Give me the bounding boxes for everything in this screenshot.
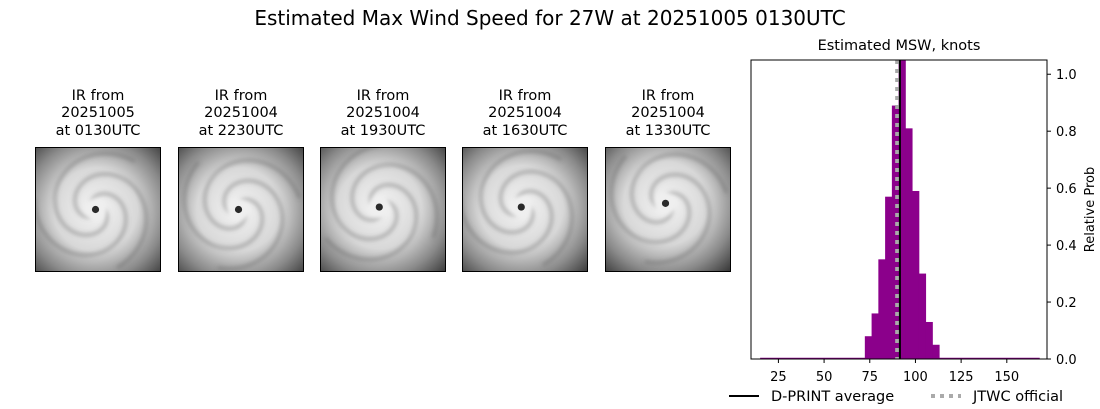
- histogram-bar: [885, 196, 893, 359]
- ir-caption-line: IR from: [214, 88, 268, 104]
- y-tick-label: 0.6: [1056, 182, 1077, 197]
- ir-spiral-bands: [463, 149, 574, 267]
- figure-title: Estimated Max Wind Speed for 27W at 2025…: [254, 6, 846, 30]
- ir-caption-date: 20251005: [61, 105, 135, 122]
- ir-eye: [517, 203, 525, 211]
- ir-caption-time: at 2230UTC: [198, 122, 284, 139]
- ir-panel-3: IR from 20251004 at 1930UTC: [320, 88, 446, 272]
- chart-legend: D-PRINT average JTWC official: [729, 389, 1063, 405]
- ir-panel-2: IR from 20251004 at 2230UTC: [178, 88, 304, 272]
- ir-satellite-image: [178, 147, 304, 272]
- histogram-bar: [912, 190, 920, 359]
- ir-caption-date: 20251004: [488, 105, 562, 122]
- histogram-bars: [864, 60, 940, 359]
- plot-frame: [750, 59, 1048, 360]
- histogram-bar: [898, 60, 906, 359]
- ir-eye: [91, 205, 100, 214]
- ir-caption-time: at 1930UTC: [340, 122, 426, 139]
- ir-spiral-bands: [36, 151, 148, 269]
- x-tick-label: 25: [770, 370, 787, 385]
- ir-panel-5: IR from 20251004 at 1330UTC: [605, 88, 731, 272]
- y-tick-label: 0.2: [1056, 296, 1077, 311]
- histogram-bar: [925, 321, 933, 359]
- ir-caption: IR from 20251004 at 1930UTC: [320, 88, 446, 144]
- ir-caption-line: IR from: [641, 88, 695, 104]
- y-tick-label: 1.0: [1056, 68, 1077, 83]
- ir-caption: IR from 20251004 at 1630UTC: [462, 88, 588, 144]
- ir-spiral-bands: [182, 158, 301, 271]
- ir-caption-date: 20251004: [631, 105, 705, 122]
- ir-satellite-image: [462, 147, 588, 272]
- ir-caption-date: 20251004: [346, 105, 420, 122]
- chart-title: Estimated MSW, knots: [818, 38, 981, 54]
- ir-eye: [375, 203, 383, 211]
- histogram-bar: [871, 313, 879, 359]
- legend-jtwc-label: JTWC official: [972, 389, 1063, 405]
- ir-satellite-image: [320, 147, 446, 272]
- ir-satellite-image: [605, 147, 731, 272]
- x-tick-label: 150: [994, 370, 1019, 385]
- ir-eye: [661, 199, 670, 207]
- ir-caption: IR from 20251004 at 2230UTC: [178, 88, 304, 144]
- ir-caption-time: at 0130UTC: [55, 122, 141, 139]
- y-tick-label: 0.8: [1056, 125, 1077, 140]
- x-tick-label: 50: [816, 370, 833, 385]
- y-tick-label: 0.4: [1056, 239, 1077, 254]
- ir-caption-date: 20251004: [204, 105, 278, 122]
- ir-caption-time: at 1330UTC: [625, 122, 711, 139]
- ir-spiral-bands: [324, 148, 439, 262]
- x-tick-label: 75: [861, 370, 878, 385]
- ir-caption-line: IR from: [71, 88, 125, 104]
- ir-spiral-bands: [609, 152, 729, 265]
- histogram-bar: [905, 128, 913, 359]
- ir-satellite-image: [35, 147, 161, 272]
- ir-panel-1: IR from 20251005 at 0130UTC: [35, 88, 161, 272]
- ir-caption-line: IR from: [498, 88, 552, 104]
- ir-caption-line: IR from: [356, 88, 410, 104]
- ir-panel-4: IR from 20251004 at 1630UTC: [462, 88, 588, 272]
- histogram-bar: [918, 273, 927, 359]
- ir-caption: IR from 20251004 at 1330UTC: [605, 88, 731, 144]
- legend-dprint-label: D-PRINT average: [771, 389, 894, 405]
- x-tick-label: 100: [903, 370, 928, 385]
- y-tick-label: 0.0: [1056, 353, 1077, 368]
- y-axis-label: Relative Prob: [1083, 167, 1098, 252]
- ir-caption: IR from 20251005 at 0130UTC: [35, 88, 161, 144]
- histogram-bar: [878, 259, 886, 359]
- ir-caption-time: at 1630UTC: [482, 122, 568, 139]
- ir-eye: [234, 205, 243, 214]
- histogram-bar: [932, 344, 940, 359]
- x-tick-label: 125: [949, 370, 974, 385]
- histogram-bar: [864, 336, 872, 359]
